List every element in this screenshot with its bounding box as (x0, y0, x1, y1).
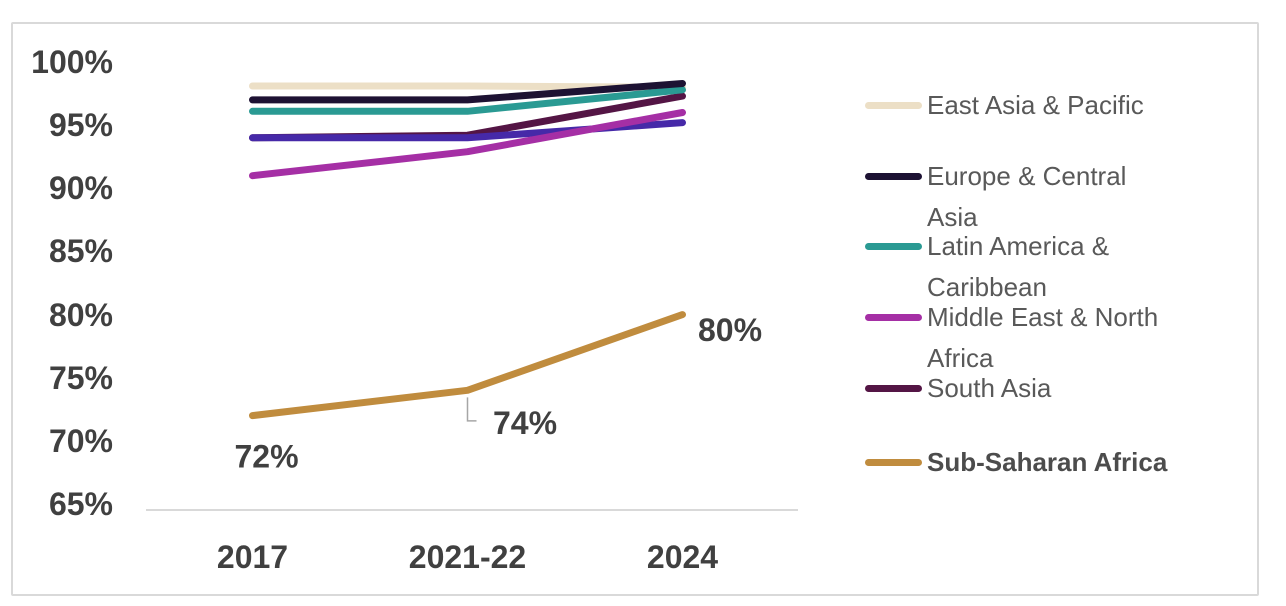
y-tick-label: 95% (49, 107, 113, 143)
data-label-80pct: 80% (698, 312, 762, 348)
data-label-leader-line (466, 397, 477, 422)
legend-item-label: Latin America & Caribbean (927, 231, 1110, 302)
legend-item-south-asia: South Asia (865, 368, 1182, 409)
series-line-latin-america-caribbean (249, 86, 686, 115)
x-tick-label: 2021-22 (409, 539, 526, 575)
series-lines-group (249, 80, 686, 420)
data-label-72pct: 72% (234, 439, 298, 475)
series-line-europe-central-asia (249, 80, 686, 104)
legend-item-latin-america-caribbean: Latin America & Caribbean (865, 226, 1182, 308)
legend-item-sub-saharan-africa: Sub-Saharan Africa (865, 442, 1227, 483)
legend-item-middle-east-north-africa: Middle East & North Africa (865, 297, 1182, 379)
legend-swatch-line (865, 243, 922, 250)
y-tick-label: 100% (31, 44, 113, 80)
x-tick-label: 2024 (647, 539, 718, 575)
y-tick-label: 85% (49, 233, 113, 269)
x-tick-label: 2017 (217, 539, 288, 575)
series-line-middle-east-north-africa (249, 109, 686, 180)
legend-swatch-line (865, 314, 922, 321)
legend-item-label: Sub-Saharan Africa (927, 447, 1168, 477)
legend-item-label: Europe & Central Asia (927, 161, 1127, 232)
legend-swatch-line (865, 385, 922, 392)
y-tick-label: 65% (49, 486, 113, 522)
y-tick-label: 70% (49, 423, 113, 459)
legend-swatch-line (865, 102, 922, 109)
series-line-sub-saharan-africa (249, 311, 686, 420)
y-tick-label: 75% (49, 360, 113, 396)
data-labels-group: 72% 74% 80% (234, 312, 762, 475)
legend-swatch-line (865, 459, 922, 466)
legend-item-label: Middle East & North Africa (927, 302, 1159, 373)
y-tick-label: 90% (49, 170, 113, 206)
legend-item-label: East Asia & Pacific (927, 90, 1144, 120)
data-label-74pct: 74% (493, 405, 557, 441)
legend-item-europe-central-asia: Europe & Central Asia (865, 156, 1182, 238)
y-tick-label: 80% (49, 297, 113, 333)
legend-item-east-asia-pacific: East Asia & Pacific (865, 85, 1182, 126)
legend-item-label: South Asia (927, 373, 1052, 403)
legend-swatch-line (865, 173, 922, 180)
